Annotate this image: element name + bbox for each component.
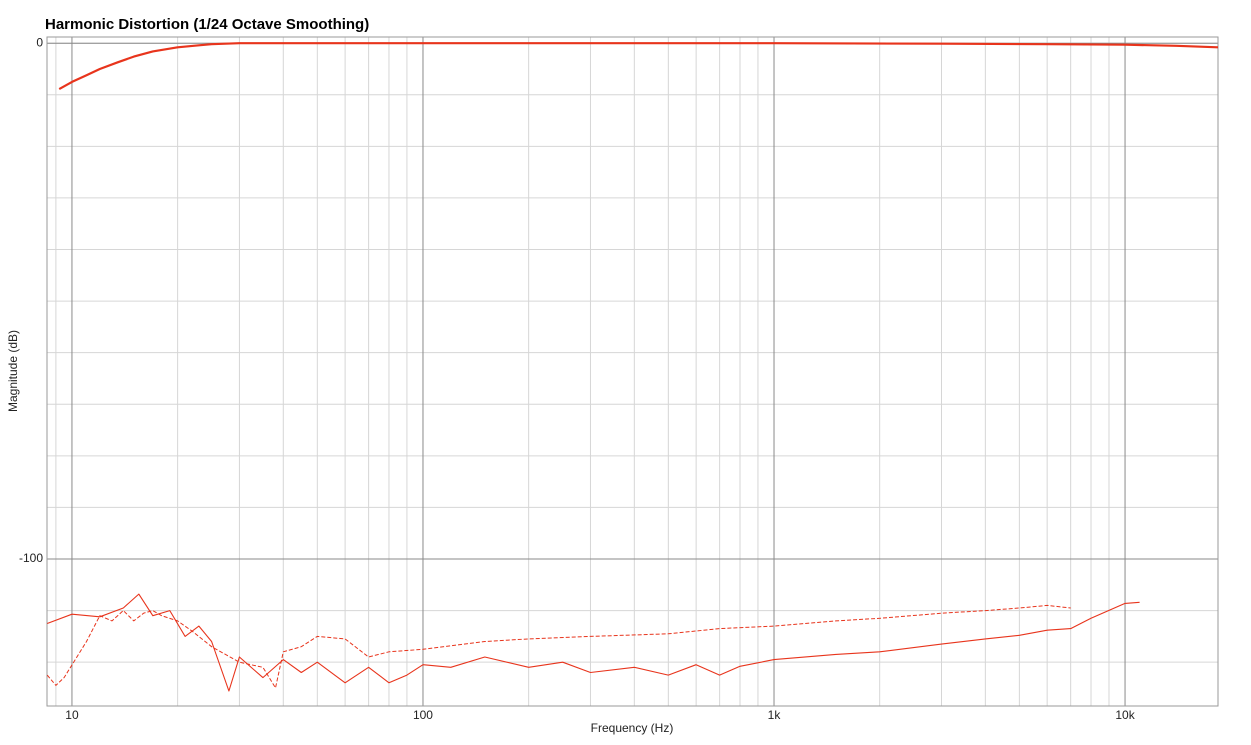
x-tick-label: 1k xyxy=(768,708,782,722)
y-tick-label: 0 xyxy=(36,35,43,49)
y-tick-label: -100 xyxy=(19,551,43,565)
x-tick-label: 10 xyxy=(65,708,79,722)
x-axis-label: Frequency (Hz) xyxy=(591,721,674,735)
x-tick-label: 100 xyxy=(413,708,433,722)
y-axis-label: Magnitude (dB) xyxy=(6,330,20,412)
chart-title: Harmonic Distortion (1/24 Octave Smoothi… xyxy=(45,16,369,33)
data-line xyxy=(46,604,1071,689)
plot-frame xyxy=(46,36,1219,707)
data-line xyxy=(47,593,1140,692)
x-tick-label: 10k xyxy=(1115,708,1135,722)
data-line xyxy=(58,42,1219,91)
